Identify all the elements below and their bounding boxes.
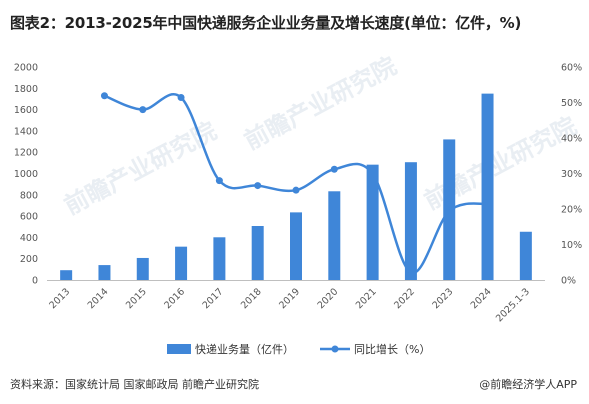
bar <box>481 93 494 280</box>
y-right-tick-label: 0% <box>561 276 576 287</box>
y-left-tick-label: 1000 <box>14 169 38 180</box>
y-left-tick-label: 800 <box>20 190 38 201</box>
y-right-tick-label: 50% <box>561 98 582 109</box>
y-left-tick-label: 400 <box>20 233 38 244</box>
y-right-tick-label: 10% <box>561 240 582 251</box>
x-tick-label: 2023 <box>430 286 455 311</box>
y-left-tick-label: 0 <box>32 276 38 287</box>
y-right-tick-label: 60% <box>561 63 582 74</box>
y-left-tick-label: 200 <box>20 254 38 265</box>
legend-bar-label: 快递业务量（亿件） <box>195 342 294 356</box>
x-tick-label: 2019 <box>277 286 302 311</box>
x-tick-label: 2016 <box>162 286 187 311</box>
chart-title: 图表2：2013-2025年中国快递服务企业业务量及增长速度(单位：亿件，%) <box>10 14 522 32</box>
line-point <box>100 92 108 100</box>
bar-series <box>60 93 532 280</box>
bar <box>251 226 264 280</box>
bar <box>404 162 417 280</box>
x-tick-label: 2022 <box>392 286 417 311</box>
x-tick-label: 2018 <box>239 286 264 311</box>
x-tick-label: 2015 <box>124 286 149 311</box>
x-tick-label: 2017 <box>201 286 226 311</box>
bar <box>60 270 73 280</box>
line-point <box>330 165 338 173</box>
bar <box>136 257 149 280</box>
bar <box>213 237 226 280</box>
y-left-tick-label: 600 <box>20 212 38 223</box>
line-point <box>177 94 185 102</box>
source-note: 资料来源：国家统计局 国家邮政局 前瞻产业研究院 <box>10 378 259 391</box>
y-left-tick-label: 2000 <box>14 63 38 74</box>
legend-line-marker <box>331 345 339 353</box>
bar <box>366 164 379 280</box>
brand-credit: @前瞻经济学人APP <box>479 378 577 391</box>
legend-bar-swatch <box>167 344 191 354</box>
bar <box>290 212 302 280</box>
bar <box>175 246 188 280</box>
line-point <box>292 186 300 194</box>
bar <box>519 231 532 280</box>
bar <box>328 191 341 280</box>
line-point <box>215 177 223 185</box>
y-left-tick-label: 1400 <box>14 126 38 137</box>
x-tick-label: 2021 <box>354 286 379 311</box>
y-right-tick-label: 20% <box>561 205 582 216</box>
x-tick-label: 2025.1-3 <box>494 286 532 324</box>
line-point <box>139 106 147 114</box>
x-tick-label: 2013 <box>47 286 72 311</box>
x-tick-label: 2014 <box>86 286 111 311</box>
bar <box>98 265 111 280</box>
watermark-text: 前瞻产业研究院 <box>240 52 401 156</box>
y-left-tick-label: 1200 <box>14 148 38 159</box>
legend-line-label: 同比增长（%） <box>354 342 430 356</box>
y-right-tick-label: 40% <box>561 134 582 145</box>
x-tick-label: 2020 <box>316 286 341 311</box>
line-point <box>254 182 262 190</box>
y-left-tick-label: 1600 <box>14 105 38 116</box>
y-left-tick-label: 1800 <box>14 84 38 95</box>
legend: 快递业务量（亿件） 同比增长（%） <box>167 342 430 356</box>
line-series <box>100 92 488 274</box>
y-right-tick-label: 30% <box>561 169 582 180</box>
x-tick-label: 2024 <box>469 286 494 311</box>
